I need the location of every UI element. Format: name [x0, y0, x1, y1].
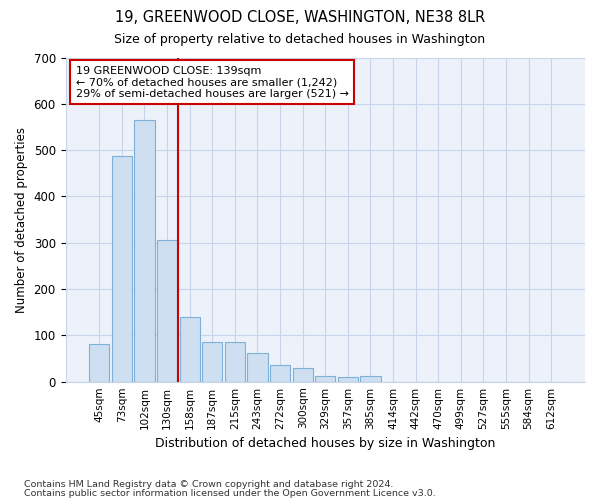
- Bar: [225, 342, 245, 382]
- Bar: [247, 353, 268, 382]
- Text: Contains public sector information licensed under the Open Government Licence v3: Contains public sector information licen…: [24, 489, 436, 498]
- X-axis label: Distribution of detached houses by size in Washington: Distribution of detached houses by size …: [155, 437, 496, 450]
- Bar: [293, 368, 313, 382]
- Bar: [315, 376, 335, 382]
- Text: 19 GREENWOOD CLOSE: 139sqm
← 70% of detached houses are smaller (1,242)
29% of s: 19 GREENWOOD CLOSE: 139sqm ← 70% of deta…: [76, 66, 349, 99]
- Bar: [89, 344, 109, 382]
- Bar: [270, 366, 290, 382]
- Bar: [157, 240, 177, 382]
- Text: Size of property relative to detached houses in Washington: Size of property relative to detached ho…: [115, 32, 485, 46]
- Bar: [112, 156, 132, 382]
- Text: Contains HM Land Registry data © Crown copyright and database right 2024.: Contains HM Land Registry data © Crown c…: [24, 480, 394, 489]
- Y-axis label: Number of detached properties: Number of detached properties: [15, 126, 28, 312]
- Bar: [338, 377, 358, 382]
- Text: 19, GREENWOOD CLOSE, WASHINGTON, NE38 8LR: 19, GREENWOOD CLOSE, WASHINGTON, NE38 8L…: [115, 10, 485, 25]
- Bar: [360, 376, 380, 382]
- Bar: [134, 120, 155, 382]
- Bar: [202, 342, 223, 382]
- Bar: [179, 317, 200, 382]
